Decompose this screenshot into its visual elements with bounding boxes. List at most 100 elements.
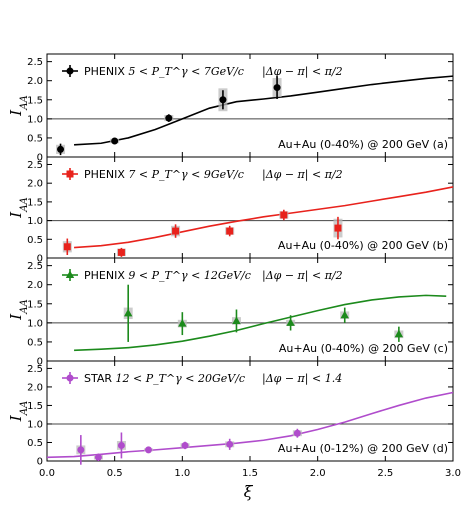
marker-circle: [165, 114, 173, 122]
system-label: Au+Au (0-40%) @ 200 GeV (a): [278, 138, 448, 151]
y-tick-label: 0.5: [27, 133, 43, 144]
x-tick-label: 3.0: [445, 468, 461, 479]
legend-label: PHENIX 9 < P_T^γ < 12GeV/c: [84, 269, 251, 282]
legend: STAR 12 < P_T^γ < 20GeV/c: [62, 372, 245, 385]
marker-square: [63, 243, 71, 251]
theory-curve: [74, 186, 454, 249]
marker-circle: [226, 440, 234, 448]
cut-label: |Δφ − π| < 1.4: [262, 372, 342, 386]
data-point: [279, 209, 289, 221]
y-tick-label: 1.5: [27, 95, 43, 106]
marker-triangle: [124, 308, 133, 317]
y-tick-label: 2.0: [27, 76, 43, 87]
marker-circle: [117, 441, 125, 449]
marker-square: [280, 211, 288, 219]
data-point: [394, 326, 404, 342]
system-label: Au+Au (0-40%) @ 200 GeV (b): [278, 239, 448, 252]
data-point: [218, 88, 228, 112]
y-tick-label: 2.0: [27, 280, 43, 291]
cut-label: |Δφ − π| < π/2: [262, 168, 343, 182]
y-tick-label: 0.5: [27, 235, 43, 246]
marker-triangle: [394, 329, 404, 338]
marker-square: [117, 248, 125, 256]
legend-marker: [66, 67, 74, 75]
y-tick-label: 1.0: [27, 216, 43, 227]
legend: PHENIX 5 < P_T^γ < 7GeV/c: [62, 65, 244, 78]
y-tick-label: 2.5: [27, 364, 43, 375]
data-point: [225, 225, 235, 237]
data-point: [110, 137, 120, 145]
marker-circle: [181, 441, 189, 449]
legend-marker: [65, 270, 75, 278]
y-tick-label: 1.5: [27, 299, 43, 310]
marker-circle: [57, 145, 65, 153]
marker-circle: [145, 446, 152, 454]
data-point: [225, 438, 235, 450]
data-point: [340, 307, 350, 323]
data-point: [56, 143, 66, 156]
marker-circle: [273, 84, 281, 92]
y-tick-label: 0: [37, 153, 43, 164]
legend-marker: [66, 374, 74, 382]
marker-square: [334, 224, 342, 232]
data-point: [231, 309, 241, 333]
data-point: [272, 76, 282, 100]
marker-triangle: [286, 318, 295, 326]
data-point: [164, 114, 174, 122]
data-point: [333, 216, 343, 240]
y-tick-label: 1.0: [27, 114, 43, 125]
x-tick-label: 1.5: [242, 468, 258, 479]
marker-triangle: [340, 310, 349, 319]
y-tick-label: 2.5: [27, 261, 43, 272]
y-tick-label: 1.0: [27, 318, 43, 329]
system-label: Au+Au (0-40%) @ 200 GeV (c): [279, 342, 448, 355]
data-point: [144, 446, 153, 454]
x-axis-label: ξ: [244, 482, 254, 501]
cut-label: |Δφ − π| < π/2: [262, 65, 343, 79]
x-tick-label: 2.0: [310, 468, 326, 479]
legend-label: STAR 12 < P_T^γ < 20GeV/c: [84, 372, 245, 385]
y-tick-label: 1.0: [27, 419, 43, 430]
legend: PHENIX 7 < P_T^γ < 9GeV/c: [62, 168, 244, 181]
data-point: [116, 432, 126, 459]
y-tick-label: 2.5: [27, 160, 43, 171]
x-tick-label: 0.5: [107, 468, 123, 479]
data-point: [177, 312, 187, 336]
data-point: [171, 224, 181, 238]
theory-curve: [46, 391, 454, 459]
y-tick-label: 1.5: [27, 401, 43, 412]
data-point: [76, 435, 86, 465]
marker-square: [226, 227, 234, 235]
data-point: [123, 284, 133, 342]
data-point: [180, 441, 190, 450]
system-label: Au+Au (0-12%) @ 200 GeV (d): [278, 442, 448, 455]
y-tick-label: 0: [37, 357, 43, 368]
marker-circle: [77, 446, 85, 454]
y-tick-label: 1.5: [27, 197, 43, 208]
data-point: [62, 238, 72, 256]
y-tick-label: 0: [37, 254, 43, 265]
marker-triangle: [232, 316, 241, 324]
x-tick-label: 2.5: [377, 468, 393, 479]
y-tick-label: 2.0: [27, 382, 43, 393]
x-tick-label: 1.0: [174, 468, 190, 479]
data-point: [286, 315, 296, 331]
y-tick-label: 0.5: [27, 337, 43, 348]
legend-label: PHENIX 5 < P_T^γ < 7GeV/c: [84, 65, 244, 78]
theory-curve: [74, 75, 454, 146]
legend: PHENIX 9 < P_T^γ < 12GeV/c: [62, 269, 251, 282]
data-point: [116, 247, 126, 257]
cut-label: |Δφ − π| < π/2: [262, 269, 343, 283]
y-tick-label: 2.0: [27, 179, 43, 190]
y-tick-label: 0: [37, 457, 43, 468]
marker-square: [172, 227, 180, 235]
legend-label: PHENIX 7 < P_T^γ < 9GeV/c: [84, 168, 244, 181]
data-point: [292, 428, 302, 438]
legend-marker: [66, 170, 74, 178]
marker-triangle: [178, 319, 187, 327]
